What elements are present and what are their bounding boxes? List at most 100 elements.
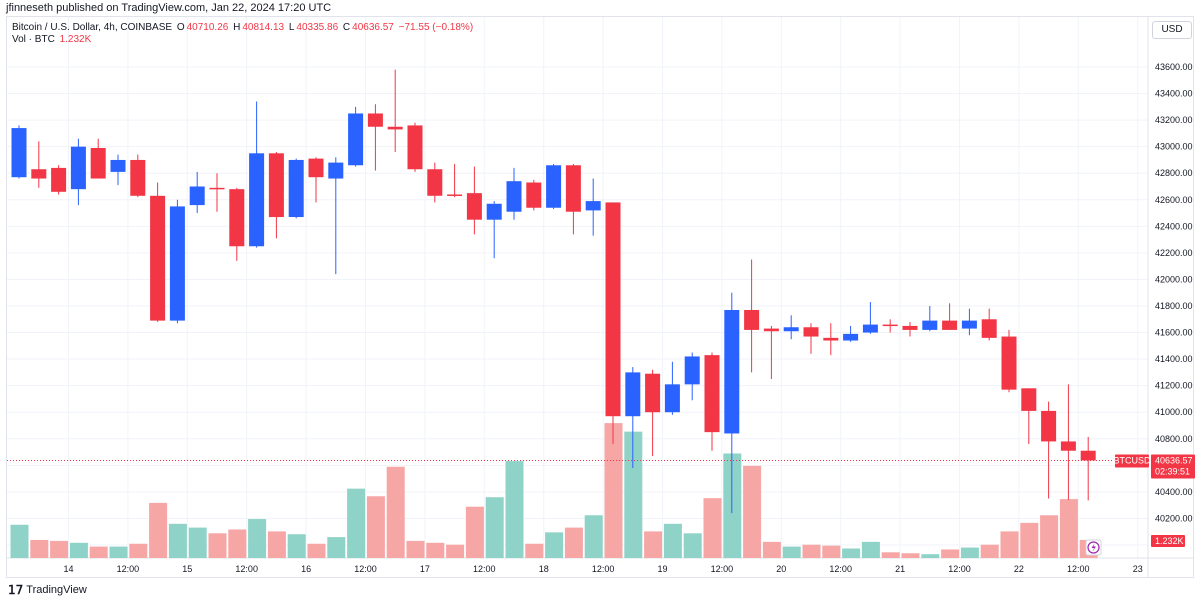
volume-bar [386, 466, 405, 558]
price-tag-value: 40636.57 [1155, 455, 1193, 465]
x-tick-label: 12:00 [592, 564, 615, 574]
open-label: O [176, 22, 185, 33]
candle-body [803, 327, 819, 337]
volume-label[interactable]: Vol · BTC [12, 34, 55, 45]
volume-bar [802, 544, 821, 558]
lightning-icon-bolt [1091, 543, 1096, 552]
candle-body [249, 153, 265, 247]
volume-bar [1020, 522, 1039, 558]
candle-body [684, 356, 700, 385]
y-tick-label: 41000.00 [1155, 407, 1193, 417]
candle-body [783, 327, 799, 332]
candle-body [427, 169, 443, 196]
candle-body [486, 203, 502, 220]
volume-bar [1000, 531, 1019, 558]
candle-body [744, 309, 760, 330]
y-tick-label: 42800.00 [1155, 168, 1193, 178]
volume-bar [683, 533, 702, 558]
volume-bar [89, 546, 108, 558]
candle-body [942, 320, 958, 330]
volume-bar [69, 542, 88, 558]
candle-body [288, 159, 304, 218]
x-tick-label: 23 [1133, 564, 1143, 574]
candle-body [209, 187, 225, 190]
volume-bar [129, 543, 148, 558]
volume-bar [604, 423, 623, 558]
candle-body [466, 193, 482, 220]
y-tick-label: 42200.00 [1155, 248, 1193, 258]
volume-bar [505, 461, 524, 558]
x-tick-label: 18 [539, 564, 549, 574]
y-tick-label: 43400.00 [1155, 89, 1193, 99]
candle-body [328, 162, 344, 179]
publish-caption: jfinneseth published on TradingView.com,… [6, 2, 332, 14]
candle-body [308, 158, 324, 178]
change-value: −71.55 (−0.18%) [398, 22, 474, 33]
volume-row: Vol · BTC 1.232K [12, 34, 475, 46]
volume-bar [485, 497, 504, 558]
candle-body [961, 320, 977, 329]
volume-bar [663, 523, 682, 558]
candle-body [506, 181, 522, 212]
candle-body [31, 169, 47, 179]
volume-bar [347, 488, 366, 558]
tradingview-brand[interactable]: 𝟣𝟩 TradingView [8, 583, 87, 597]
volume-bar [624, 431, 643, 558]
volume-bar [327, 537, 346, 558]
symbol-label[interactable]: Bitcoin / U.S. Dollar, 4h, COINBASE [12, 22, 173, 33]
open-value: 40710.26 [186, 22, 229, 33]
candle-body [704, 355, 720, 433]
candle-body [546, 165, 562, 208]
candle-body [189, 186, 205, 206]
candle-body [1080, 450, 1096, 461]
currency-selector[interactable]: USD [1152, 21, 1192, 39]
volume-bar [960, 547, 979, 558]
lightning-icon[interactable] [1087, 541, 1100, 554]
volume-bar [881, 552, 900, 558]
y-tick-label: 42600.00 [1155, 195, 1193, 205]
volume-bar [406, 540, 425, 558]
volume-bar [1040, 515, 1059, 558]
y-tick-label: 43200.00 [1155, 115, 1193, 125]
volume-bar [149, 502, 168, 558]
high-value: 40814.13 [242, 22, 285, 33]
x-tick-label: 12:00 [354, 564, 377, 574]
candle-body [1021, 388, 1037, 411]
volume-bar [366, 496, 385, 558]
volume-bar [545, 532, 564, 558]
candle-body [387, 126, 403, 130]
y-tick-label: 41800.00 [1155, 301, 1193, 311]
candle-body [169, 206, 185, 321]
candle-body [823, 337, 839, 341]
volume-bar [822, 545, 841, 558]
volume-bar [901, 553, 920, 558]
ohlc-row: Bitcoin / U.S. Dollar, 4h, COINBASE O 407… [12, 22, 475, 34]
volume-bar [287, 534, 306, 558]
volume-bar [208, 533, 227, 558]
x-tick-label: 16 [301, 564, 311, 574]
x-tick-label: 21 [895, 564, 905, 574]
brand-name: TradingView [26, 584, 87, 596]
x-tick-label: 12:00 [117, 564, 140, 574]
candle-body [645, 373, 661, 413]
candle-body [447, 194, 463, 196]
volume-bar [307, 543, 326, 558]
volume-bar [267, 531, 286, 558]
candle-body [130, 159, 146, 196]
y-tick-label: 41400.00 [1155, 354, 1193, 364]
candle-body [110, 159, 126, 172]
chart-frame [6, 16, 1194, 578]
volume-bar [248, 519, 267, 558]
candle-body [922, 320, 938, 330]
close-value: 40636.57 [352, 22, 394, 33]
candle-body [882, 324, 898, 327]
volume-bar [525, 543, 544, 558]
volume-bar [168, 523, 187, 558]
volume-bar [1059, 499, 1078, 558]
y-tick-label: 41600.00 [1155, 328, 1193, 338]
volume-bar [861, 541, 880, 558]
volume-bar [228, 529, 247, 558]
y-tick-label: 43000.00 [1155, 142, 1193, 152]
candle-body [70, 146, 86, 190]
